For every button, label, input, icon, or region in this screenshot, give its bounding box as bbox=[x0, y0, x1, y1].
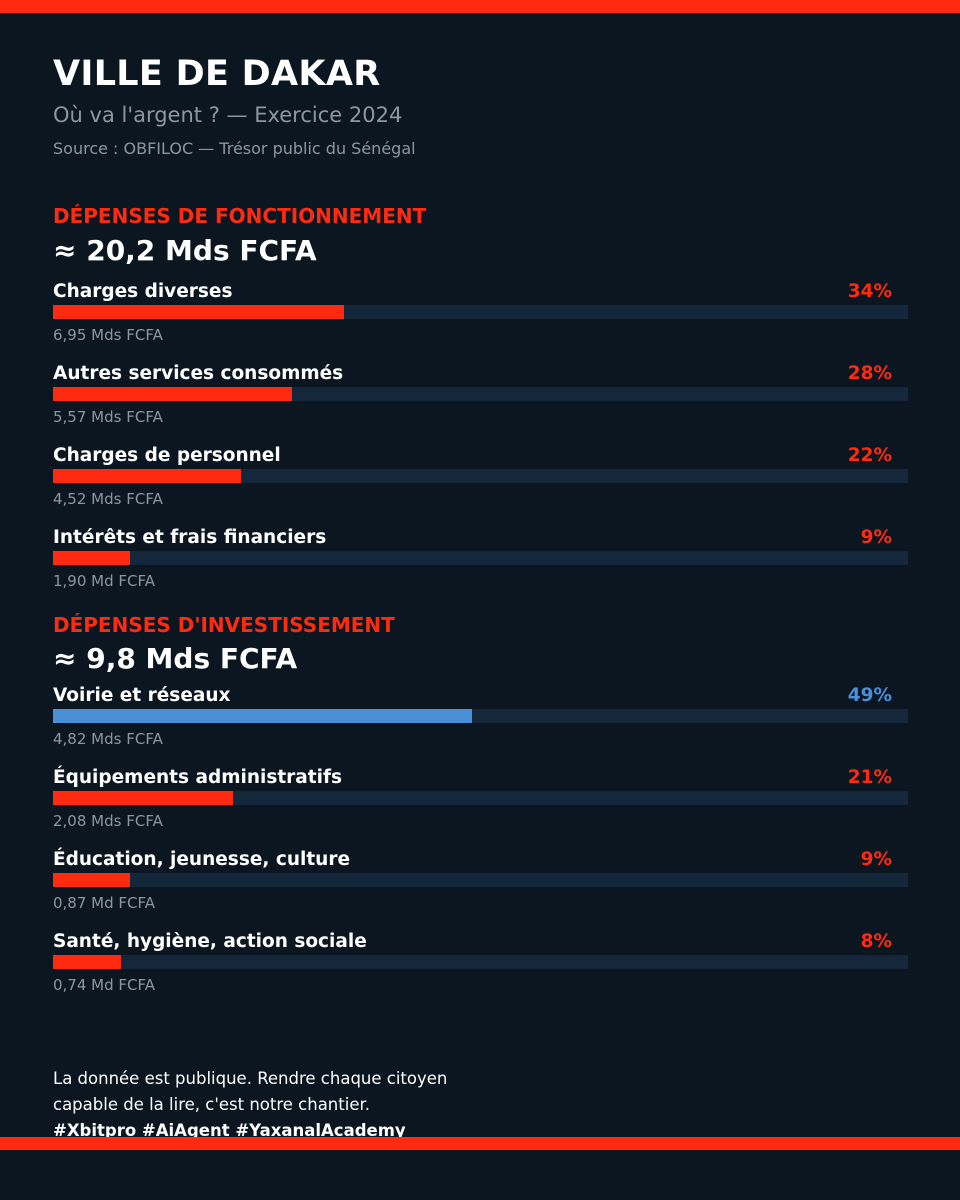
bar-fill bbox=[53, 791, 233, 805]
bar-amount-label: 4,52 Mds FCFA bbox=[53, 490, 163, 508]
bar-amount-label: 4,82 Mds FCFA bbox=[53, 730, 163, 748]
bar-row: Éducation, jeunesse, culture 9% 0,87 Md FC… bbox=[53, 849, 908, 921]
page-subtitle: Où va l'argent ? — Exercice 2024 bbox=[53, 103, 403, 127]
bar-fill bbox=[53, 709, 472, 723]
bar-track bbox=[53, 955, 908, 969]
bar-fill bbox=[53, 387, 292, 401]
bar-amount-label: 6,95 Mds FCFA bbox=[53, 326, 163, 344]
bar-track bbox=[53, 387, 908, 401]
bar-fill bbox=[53, 551, 130, 565]
bar-fill bbox=[53, 469, 241, 483]
bar-label: Charges diverses bbox=[53, 281, 233, 302]
section-total-fonctionnement: ≈ 20,2 Mds FCFA bbox=[53, 234, 317, 267]
bar-fill bbox=[53, 873, 130, 887]
bar-percent-label: 22% bbox=[847, 445, 892, 466]
bar-label: Équipements administratifs bbox=[53, 767, 343, 788]
bar-row: Autres services consommés 28% 5,57 Mds FCF… bbox=[53, 363, 908, 435]
bar-label: Charges de personnel bbox=[53, 445, 281, 466]
bottom-accent-stripe bbox=[0, 1137, 960, 1150]
section-heading-fonctionnement: DÉPENSES DE FONCTIONNEMENT bbox=[53, 204, 427, 228]
bar-percent-label: 49% bbox=[847, 685, 892, 706]
bar-percent-label: 8% bbox=[860, 931, 892, 952]
source-note: Source : OBFILOC — Trésor public du Séné… bbox=[53, 139, 416, 158]
bar-fill bbox=[53, 305, 344, 319]
bar-percent-label: 34% bbox=[847, 281, 892, 302]
page-title: VILLE DE DAKAR bbox=[53, 54, 381, 94]
bar-fill bbox=[53, 955, 121, 969]
bar-percent-label: 21% bbox=[847, 767, 892, 788]
footer-line-2: capable de la lire, c'est notre chantier… bbox=[53, 1095, 370, 1114]
bar-amount-label: 2,08 Mds FCFA bbox=[53, 812, 163, 830]
bar-track bbox=[53, 709, 908, 723]
bar-percent-label: 9% bbox=[860, 849, 892, 870]
bar-label: Éducation, jeunesse, culture bbox=[53, 849, 351, 870]
bar-row: Voirie et réseaux 49% 4,82 Mds FCFA bbox=[53, 685, 908, 757]
top-accent-stripe bbox=[0, 0, 960, 13]
bar-track bbox=[53, 469, 908, 483]
bar-amount-label: 5,57 Mds FCFA bbox=[53, 408, 163, 426]
bar-label: Intérêts et frais financiers bbox=[53, 527, 327, 548]
footer-message: La donnée est publique. Rendre chaque ci… bbox=[53, 1066, 447, 1118]
bar-row: Intérêts et frais financiers 9% 1,90 Md FC… bbox=[53, 527, 908, 599]
bar-track bbox=[53, 551, 908, 565]
section-total-investissement: ≈ 9,8 Mds FCFA bbox=[53, 642, 298, 675]
bar-row: Santé, hygiène, action sociale 8% 0,74 Md … bbox=[53, 931, 908, 1003]
bar-track bbox=[53, 791, 908, 805]
bar-label: Santé, hygiène, action sociale bbox=[53, 931, 367, 952]
footer-hashtags: #Xbitpro #AiAgent #YaxanalAcademy bbox=[53, 1121, 406, 1140]
footer-line-1: La donnée est publique. Rendre chaque ci… bbox=[53, 1069, 448, 1088]
section-heading-investissement: DÉPENSES D'INVESTISSEMENT bbox=[53, 613, 395, 637]
bar-row: Charges de personnel 22% 4,52 Mds FCFA bbox=[53, 445, 908, 517]
bar-amount-label: 0,87 Md FCFA bbox=[53, 894, 156, 912]
bar-percent-label: 28% bbox=[847, 363, 892, 384]
bar-percent-label: 9% bbox=[860, 527, 892, 548]
bar-track bbox=[53, 305, 908, 319]
bar-track bbox=[53, 873, 908, 887]
bar-row: Charges diverses 34% 6,95 Mds FCFA bbox=[53, 281, 908, 353]
bar-row: Équipements administratifs 21% 2,08 Mds FC… bbox=[53, 767, 908, 839]
bar-label: Autres services consommés bbox=[53, 363, 344, 384]
bar-amount-label: 0,74 Md FCFA bbox=[53, 976, 156, 994]
bar-amount-label: 1,90 Md FCFA bbox=[53, 572, 156, 590]
bar-label: Voirie et réseaux bbox=[53, 685, 231, 706]
